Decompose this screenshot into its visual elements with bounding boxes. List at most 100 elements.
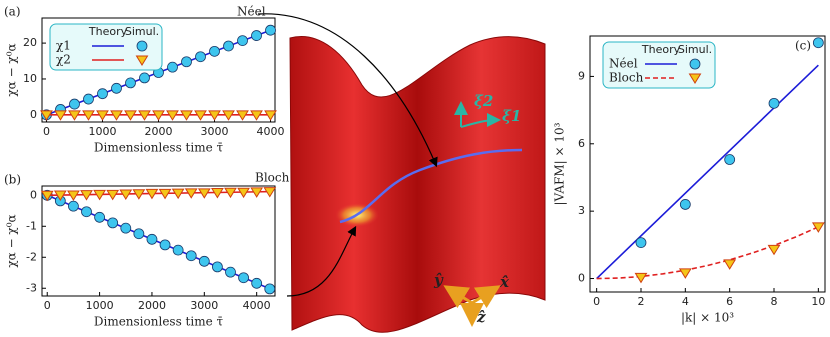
marker — [264, 283, 276, 295]
x-tick-label: 0 — [43, 125, 50, 138]
y-tick-label: 10 — [23, 72, 37, 85]
panel-label: (b) — [4, 173, 21, 187]
y-tick-label: -1 — [26, 219, 37, 232]
marker — [110, 110, 123, 121]
marker — [688, 73, 702, 84]
marker — [171, 188, 185, 200]
marker — [264, 110, 277, 121]
x-tick-label: 0 — [593, 295, 600, 308]
marker — [238, 272, 249, 284]
marker — [94, 211, 105, 223]
marker — [68, 110, 81, 121]
legend-header: Simul. — [125, 25, 159, 38]
connector — [257, 13, 438, 168]
marker — [209, 45, 220, 57]
marker — [80, 190, 93, 201]
marker — [251, 30, 262, 41]
marker — [69, 98, 80, 110]
y-tick-label: -3 — [26, 281, 37, 294]
marker — [198, 255, 210, 267]
legend-label: Néel — [609, 57, 638, 71]
marker — [211, 188, 224, 199]
marker — [82, 110, 95, 121]
marker — [723, 259, 737, 270]
x-axis-arrow — [471, 285, 501, 309]
marker — [96, 110, 109, 121]
y-tick-label: 0 — [578, 272, 585, 285]
legend-label: χ1 — [56, 39, 71, 53]
marker — [119, 189, 133, 201]
plot-frame — [589, 35, 826, 293]
marker — [124, 110, 137, 121]
x-tick-label: 1000 — [86, 299, 114, 312]
marker — [250, 187, 264, 198]
marker — [93, 189, 106, 201]
y-axis-label: χα − χ⁰α — [5, 214, 19, 267]
x-tick-label: 2000 — [138, 299, 166, 312]
marker — [133, 228, 145, 240]
marker — [212, 261, 223, 273]
marker — [132, 189, 146, 200]
marker — [237, 187, 250, 199]
y-axis-arrow — [443, 285, 473, 309]
marker — [181, 56, 192, 68]
connector — [286, 225, 357, 297]
xi2-label: ξ2 — [474, 92, 493, 110]
legend-header: Theory — [641, 43, 681, 56]
x-tick-label: 4000 — [243, 299, 271, 312]
marker — [724, 154, 736, 165]
sheet — [289, 36, 546, 333]
marker — [768, 97, 780, 109]
marker — [634, 272, 648, 284]
y-tick-label: 3 — [578, 204, 585, 217]
marker — [136, 40, 148, 52]
x-tick-label: 10 — [811, 295, 825, 308]
marker — [97, 88, 108, 100]
marker — [145, 188, 159, 200]
x-axis-label: Dimensionless time τ̄ — [94, 315, 224, 329]
x-tick-label: 8 — [771, 295, 778, 308]
marker — [223, 40, 234, 52]
marker — [689, 58, 701, 70]
theory-line — [596, 226, 819, 280]
y-tick-label: 0 — [30, 108, 37, 121]
marker — [265, 24, 276, 36]
x-tick-label: 1000 — [88, 125, 116, 138]
plot-frame — [41, 185, 276, 297]
marker — [811, 222, 825, 233]
y-tick-label: 0 — [30, 188, 37, 201]
marker — [635, 237, 647, 248]
y-tick-label: 6 — [578, 137, 585, 150]
y-axis-label: |VAFM| × 10³ — [553, 122, 567, 205]
marker — [67, 190, 80, 201]
panel-label: (a) — [4, 5, 21, 19]
marker — [40, 110, 53, 121]
legend-box — [602, 41, 716, 89]
marker — [107, 217, 119, 229]
marker — [40, 190, 54, 202]
x-tick-label: 4000 — [257, 125, 285, 138]
legend-box — [49, 23, 163, 71]
marker — [139, 72, 150, 84]
marker — [167, 61, 178, 73]
x-tick-label: 2 — [637, 295, 644, 308]
x-axis-label: x̂ — [499, 273, 510, 291]
legend-header: Theory — [88, 25, 128, 38]
marker — [225, 266, 236, 278]
x-tick-label: 2000 — [145, 125, 173, 138]
x-axis-label: |k| × 10³ — [681, 311, 734, 325]
marker — [172, 244, 184, 256]
marker — [184, 188, 198, 199]
marker — [250, 110, 263, 121]
marker — [222, 110, 235, 121]
marker — [83, 93, 94, 105]
marker — [236, 110, 249, 121]
xi1-arrow — [460, 113, 501, 128]
panel-label: (c) — [795, 39, 811, 53]
marker — [54, 110, 67, 121]
x-tick-label: 3000 — [201, 125, 229, 138]
marker — [194, 110, 207, 121]
y-axis-label: χα − χ⁰α — [5, 43, 19, 96]
marker — [185, 250, 197, 262]
marker — [678, 268, 692, 279]
